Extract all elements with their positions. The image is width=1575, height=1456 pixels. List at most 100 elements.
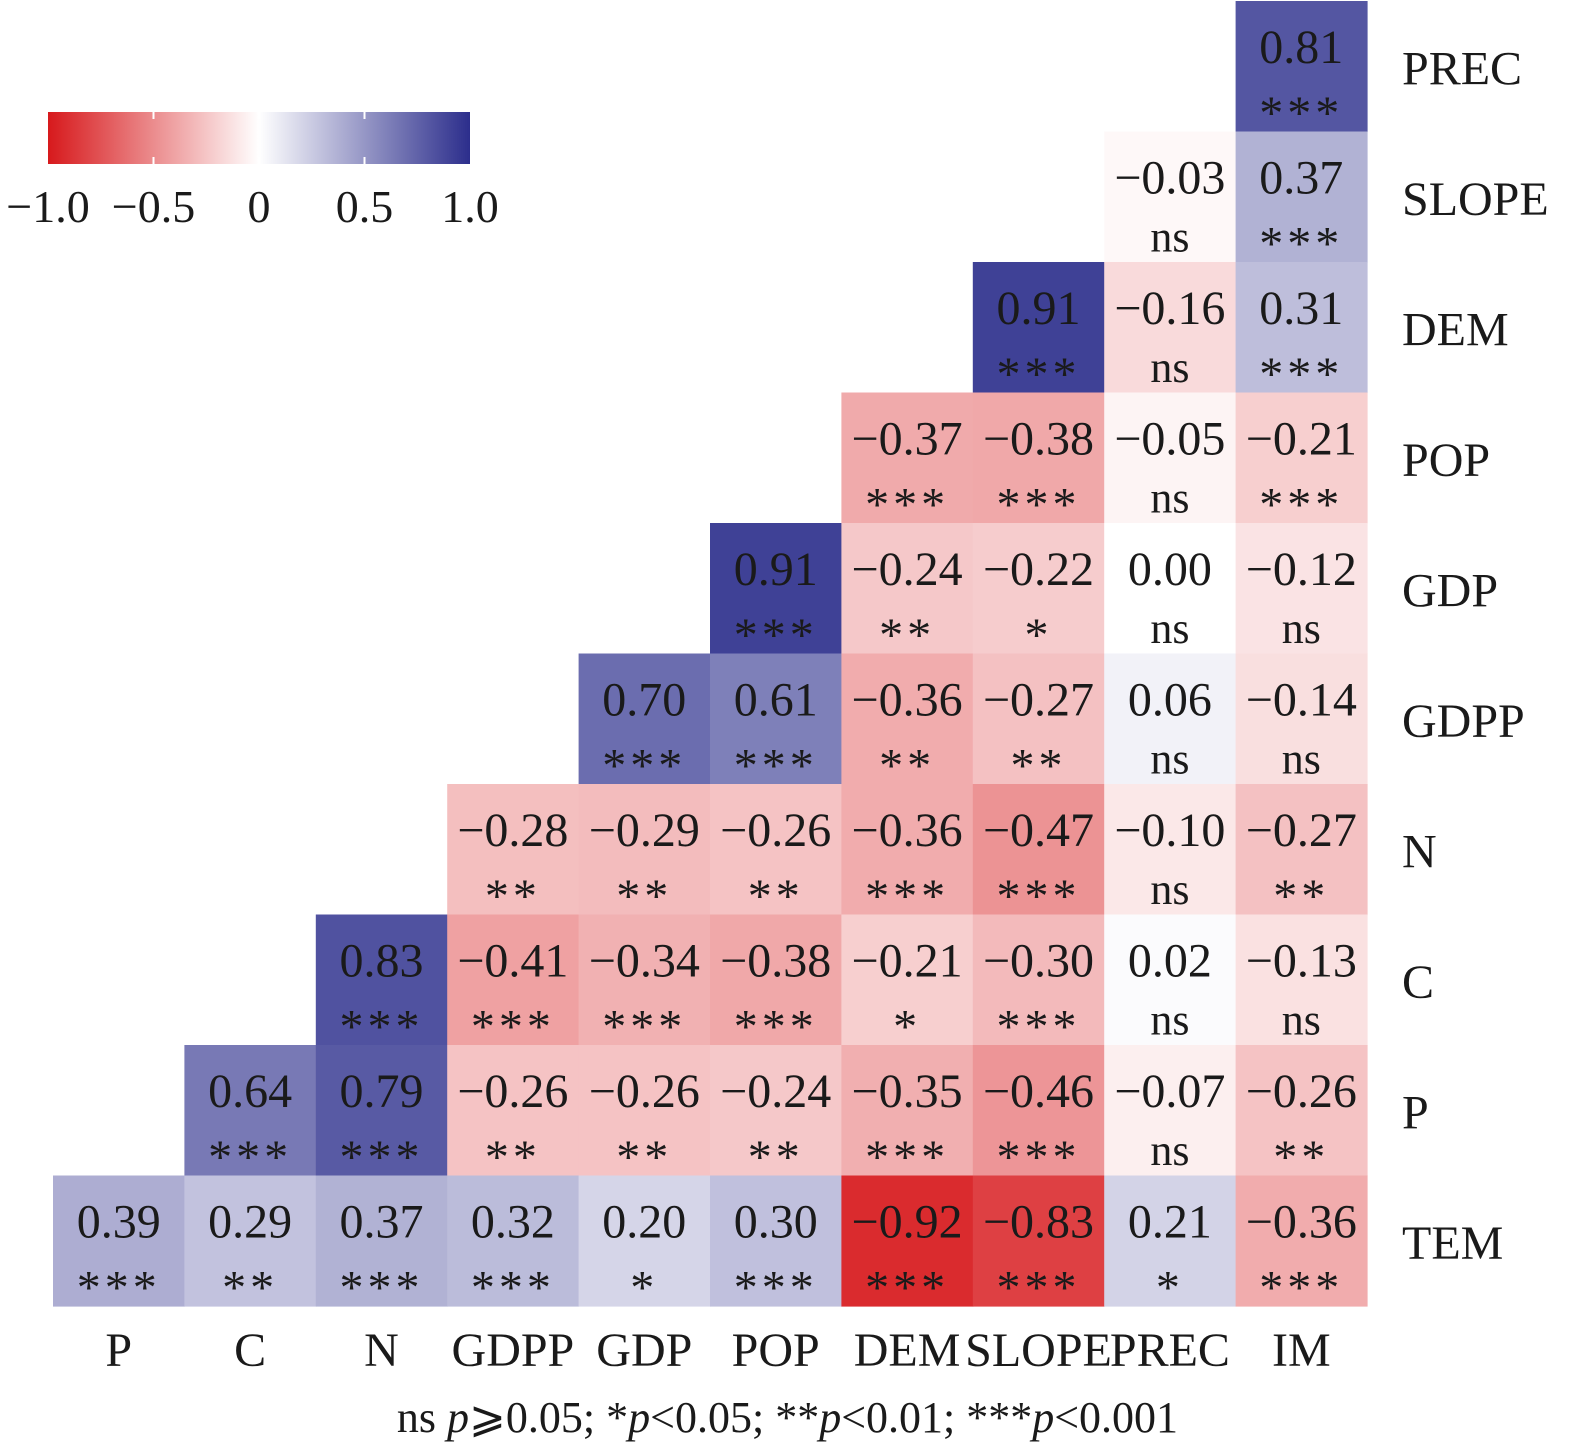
column-label: POP [732,1324,820,1377]
cell-color [578,914,711,1046]
cell-color [1104,1175,1237,1307]
heatmap-cell: −0.12 ns [1235,523,1368,655]
cell-value: −0.92 [852,1196,963,1249]
column-label: GDP [596,1324,692,1377]
cell-color [972,392,1105,524]
cell-value: 0.00 [1128,543,1212,596]
cell-value: 0.37 [340,1196,424,1249]
cell-color [315,914,448,1046]
cell-value: −0.16 [1114,282,1225,335]
cell-value: −0.38 [720,935,831,988]
cell-significance: *** [1259,1262,1343,1315]
cell-color [710,914,842,1046]
cell-significance: ** [748,1131,804,1184]
cell-color [53,1175,185,1307]
cell-color [447,914,580,1046]
cell-value: 0.21 [1128,1196,1212,1249]
heatmap-cell: 0.00 ns [1104,523,1237,655]
cell-value: 0.30 [734,1196,818,1249]
heatmap-cell: −0.07 ns [1104,1045,1237,1177]
cell-significance: *** [997,1131,1081,1184]
heatmap-cell: −0.10 ns [1104,784,1237,916]
cell-color [972,262,1105,394]
cell-value: −0.22 [983,543,1094,596]
cell-value: −0.41 [457,935,568,988]
cell-significance: ns [1150,604,1189,653]
cell-significance: *** [77,1262,161,1315]
cell-significance: ** [879,740,935,793]
heatmap-cell: 0.37 *** [315,1175,448,1315]
heatmap-cell: −0.36 ** [841,653,974,793]
cell-color [1104,392,1237,524]
cell-value: 0.79 [340,1065,424,1118]
column-label: P [105,1324,132,1377]
cell-value: −0.13 [1246,935,1357,988]
cell-value: −0.10 [1114,804,1225,857]
row-label: POP [1402,434,1490,487]
cell-significance: ns [1150,213,1189,262]
heatmap-cell: −0.24 ** [710,1045,842,1184]
cell-significance: *** [997,348,1081,401]
colorbar-legend: −1.0 −0.5 0 0.5 1.0 [6,112,499,232]
cell-color [972,653,1105,785]
colorbar-tick-label: 1.0 [441,181,499,232]
cell-color [1104,653,1237,785]
cell-significance: *** [471,1001,555,1054]
footnote-three-star: *** [966,1393,1033,1442]
cell-significance: *** [997,1262,1081,1315]
cell-color [315,1045,448,1177]
heatmap-cell: 0.37 *** [1235,131,1368,271]
footnote-p: p [1032,1393,1055,1442]
heatmap-cell: −0.29 ** [578,784,711,923]
cell-significance: ns [1150,735,1189,784]
heatmap-cell: −0.24 ** [841,523,974,662]
cell-significance: *** [734,609,818,662]
row-label: N [1402,825,1437,878]
heatmap-cell: −0.05 ns [1104,392,1237,524]
cell-color [1235,784,1368,916]
cell-color [447,1045,580,1177]
column-label: DEM [854,1324,961,1377]
heatmap-cell: −0.30 *** [972,914,1105,1054]
colorbar-tick-label: −0.5 [112,181,195,232]
heatmap-cell: 0.64 *** [184,1045,317,1184]
column-label: GDPP [452,1324,575,1377]
cell-value: −0.38 [983,413,1094,466]
heatmap-cell: −0.03 ns [1104,131,1237,263]
row-label: TEM [1402,1217,1503,1270]
cell-significance: *** [734,1001,818,1054]
cell-value: −0.26 [1246,1065,1357,1118]
heatmap-cell: −0.27 ** [972,653,1105,793]
cell-color [710,523,842,655]
cell-value: −0.14 [1246,674,1357,727]
cell-color [578,1175,711,1307]
heatmap-cell: −0.38 *** [710,914,842,1054]
heatmap-cell: −0.21 * [841,914,974,1054]
cell-color [1235,1045,1368,1177]
cell-color [841,523,974,655]
cell-significance: *** [1259,348,1343,401]
cell-significance: *** [997,1001,1081,1054]
cell-significance: *** [208,1131,292,1184]
cell-significance: ** [748,870,804,923]
cell-significance: * [1025,609,1053,662]
cell-color [1104,131,1237,263]
heatmap-cell: 0.21 * [1104,1175,1237,1315]
heatmap-cell: −0.21 *** [1235,392,1368,532]
cell-color [578,784,711,916]
cell-value: 0.06 [1128,674,1212,727]
heatmap-cell: −0.26 ** [447,1045,580,1184]
row-labels: PREC SLOPE DEM POP GDP GDPP N C P TEM [1402,42,1549,1270]
heatmap-cell: −0.37 *** [841,392,974,532]
heatmap-cell: −0.41 *** [447,914,580,1054]
colorbar-tick-label: −1.0 [6,181,89,232]
cell-value: −0.37 [852,413,963,466]
cell-color [578,653,711,785]
cell-color [1104,523,1237,655]
cell-value: −0.35 [852,1065,963,1118]
cell-value: −0.24 [720,1065,831,1118]
cell-value: 0.39 [77,1196,161,1249]
cell-significance: *** [602,740,686,793]
